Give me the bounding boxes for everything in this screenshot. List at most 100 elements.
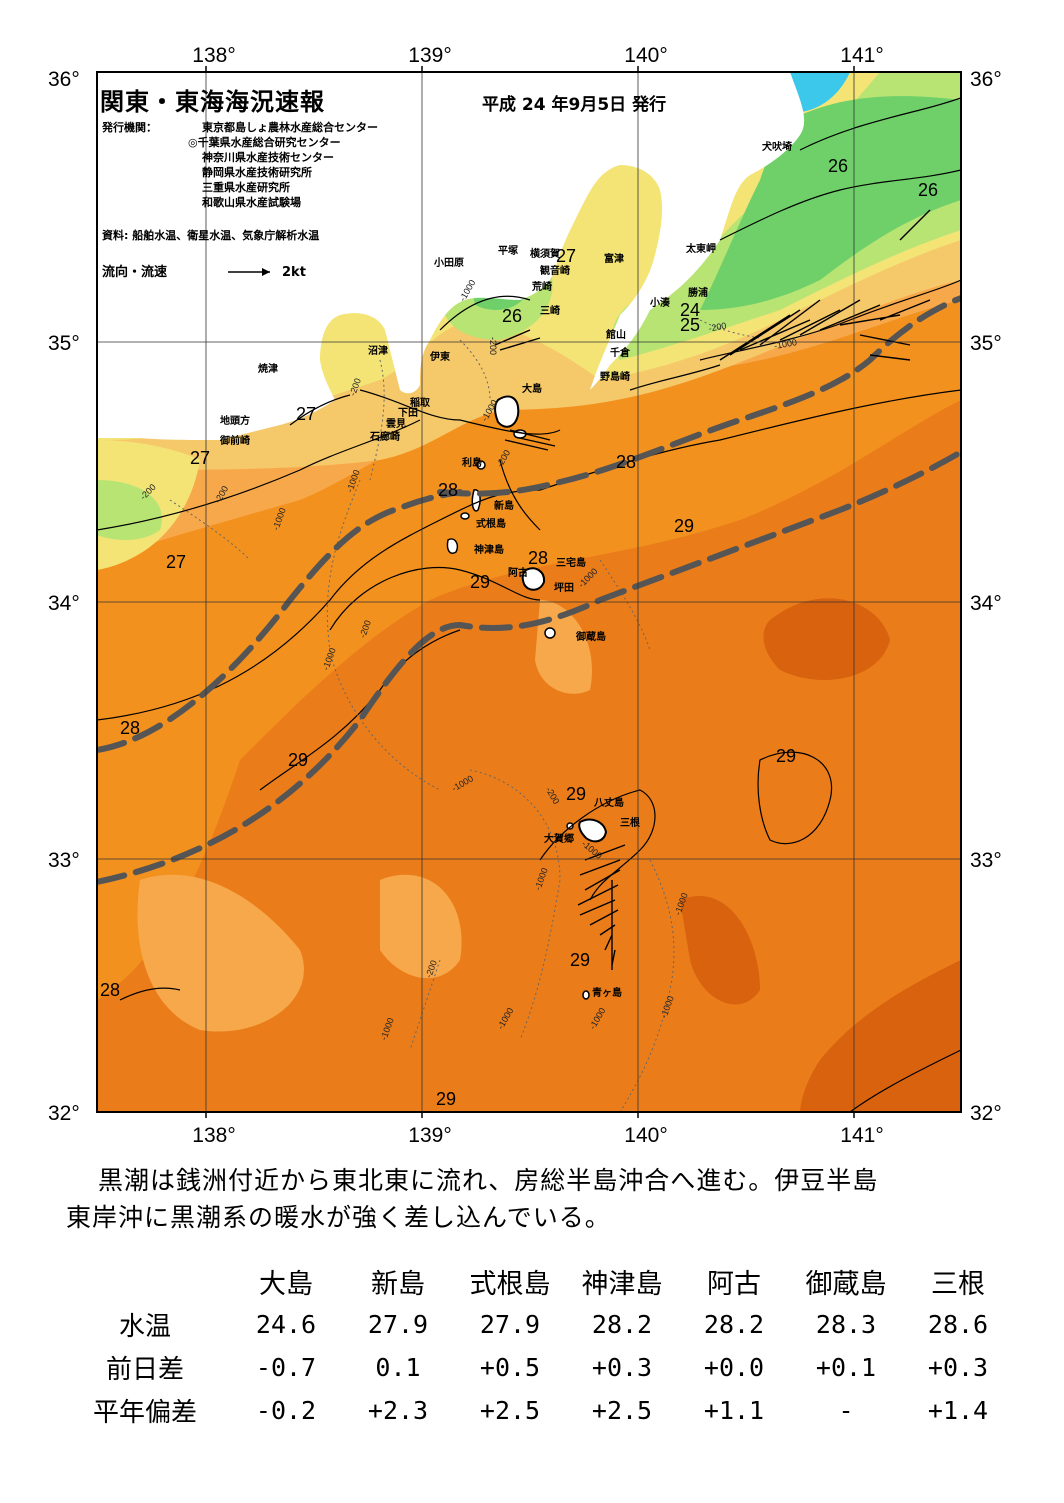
- table-cell: 24.6: [255, 1310, 317, 1339]
- table-row: 平年偏差 -0.2 +2.3 +2.5 +2.5 +1.1 - +1.4: [60, 1389, 1014, 1432]
- lon-label-bottom: 139°: [408, 1124, 451, 1147]
- isotherm-label: 26: [502, 306, 522, 326]
- isotherm-label: 29: [470, 572, 490, 592]
- place-name: 沼津: [368, 344, 388, 357]
- table-cell: +2.5: [479, 1396, 541, 1425]
- table-cell: 28.6: [927, 1310, 989, 1339]
- publisher-item: 東京都島しょ農林水産総合センター: [202, 121, 378, 134]
- place-name: 三根: [620, 816, 640, 829]
- place-name: 横須賀: [530, 247, 560, 260]
- table-cell: +1.4: [927, 1396, 989, 1425]
- isotherm-label: 29: [566, 784, 586, 804]
- lat-label-right: 33°: [970, 849, 1002, 872]
- lon-label-top: 140°: [624, 44, 667, 67]
- isotherm-label: 29: [570, 950, 590, 970]
- isotherm-label: 28: [616, 452, 636, 472]
- column-header: 御蔵島: [805, 1269, 887, 1300]
- lat-label-left: 34°: [48, 592, 80, 615]
- isotherm-label: 25: [680, 315, 700, 335]
- place-name: 利島: [462, 456, 482, 469]
- isotherm-label: 24: [680, 300, 700, 320]
- isotherm-label: 27: [190, 448, 210, 468]
- lat-label-right: 35°: [970, 332, 1002, 355]
- lat-label-left: 33°: [48, 849, 80, 872]
- table-cell: +2.5: [591, 1396, 653, 1425]
- isotherm-label: 28: [438, 480, 458, 500]
- data-sources: 資料: 船舶水温、衛星水温、気象庁解析水温: [102, 229, 320, 242]
- lat-label-left: 36°: [48, 68, 80, 91]
- place-name: 大賀郷: [544, 832, 574, 845]
- place-name: 青ヶ島: [592, 986, 622, 999]
- isotherm-label: 29: [674, 516, 694, 536]
- place-name: 犬吠埼: [762, 140, 792, 153]
- lat-label-left: 32°: [48, 1102, 80, 1125]
- lon-label-top: 141°: [840, 44, 883, 67]
- place-name: 太東岬: [685, 242, 716, 255]
- isotherm-label: 29: [288, 750, 308, 770]
- table-cell: 27.9: [479, 1310, 541, 1339]
- place-name: 八丈島: [593, 796, 624, 809]
- place-name: 小田原: [433, 256, 464, 269]
- publisher-list: 東京都島しょ農林水産総合センター ◎千葉県水産総合研究センター 神奈川県水産技術…: [188, 120, 378, 210]
- temp-zone-cyan: [789, 72, 850, 112]
- table-cell: +0.5: [479, 1353, 541, 1382]
- table-cell: +0.3: [591, 1353, 653, 1382]
- island-oshima: [494, 395, 520, 428]
- publisher-item: 和歌山県水産試験場: [202, 196, 301, 209]
- column-header: 式根島: [469, 1269, 551, 1300]
- table-cell: 28.2: [591, 1310, 653, 1339]
- lon-label-bottom: 141°: [840, 1124, 883, 1147]
- isotherm-label: 28: [528, 548, 548, 568]
- current-legend-label: 流向・流速: [102, 265, 168, 280]
- column-header: 大島: [259, 1269, 313, 1300]
- column-header: 阿古: [707, 1269, 761, 1300]
- column-header: 三根: [931, 1269, 985, 1300]
- depth-label: -200: [488, 337, 498, 355]
- table-cell: 0.1: [375, 1353, 421, 1382]
- place-name: 御前崎: [219, 434, 250, 447]
- table-cell: +1.1: [703, 1396, 765, 1425]
- isotherm-label: 29: [776, 746, 796, 766]
- place-name: 伊東: [429, 350, 450, 363]
- lon-label-top: 138°: [192, 44, 235, 67]
- place-name: 神津島: [474, 543, 504, 556]
- depth-label: -200: [708, 321, 727, 334]
- isotherm-label: 28: [120, 718, 140, 738]
- publisher-item: 神奈川県水産技術センター: [202, 151, 334, 164]
- isotherm-label: 27: [556, 246, 576, 266]
- isotherm-label: 26: [828, 156, 848, 176]
- place-name: 館山: [605, 328, 626, 341]
- sea-temperature-map: 138° 139° 140° 141° 138° 139° 140° 141° …: [48, 44, 1002, 1147]
- table-cell: +0.1: [815, 1353, 877, 1382]
- isotherm-label: 28: [100, 980, 120, 1000]
- place-name: 阿古: [508, 566, 528, 579]
- row-label: 前日差: [105, 1355, 184, 1385]
- place-name: 稲取: [410, 396, 431, 409]
- place-name: 地頭方: [220, 414, 250, 427]
- depth-label: -1000: [773, 337, 797, 351]
- place-name: 石廊崎: [369, 430, 400, 443]
- place-name: 千倉: [610, 346, 631, 359]
- place-name: 下田: [398, 407, 418, 419]
- column-header: 神津島: [581, 1269, 663, 1300]
- row-label: 水温: [118, 1312, 171, 1342]
- issue-date: 平成 24 年9月5日 発行: [482, 95, 667, 115]
- place-name: 荒崎: [531, 280, 552, 293]
- water-temp-table: 大島 新島 式根島 神津島 阿古 御蔵島 三根 水温 24.6 27.9 27.…: [60, 1260, 1014, 1432]
- temp-zone-darkest: [800, 960, 961, 1112]
- summary-text: 黒潮は銭洲付近から東北東に流れ、房総半島沖合へ進む。伊豆半島 東岸沖に黒潮系の暖…: [66, 1162, 1006, 1236]
- place-name: 坪田: [554, 581, 574, 594]
- place-name: 三崎: [540, 304, 560, 317]
- lat-label-right: 34°: [970, 592, 1002, 615]
- place-name: 焼津: [258, 362, 278, 375]
- place-name: 野島崎: [600, 370, 630, 383]
- table-cell: 27.9: [367, 1310, 429, 1339]
- place-name: 御蔵島: [575, 630, 606, 643]
- place-name: 雲見: [386, 418, 406, 430]
- place-name: 三宅島: [556, 556, 586, 569]
- isotherm-label: 29: [436, 1089, 456, 1109]
- place-name: 小湊: [649, 296, 671, 309]
- column-header: 新島: [371, 1269, 425, 1300]
- publisher-item: ◎千葉県水産総合研究センター: [188, 136, 341, 149]
- isotherm-label: 26: [918, 180, 938, 200]
